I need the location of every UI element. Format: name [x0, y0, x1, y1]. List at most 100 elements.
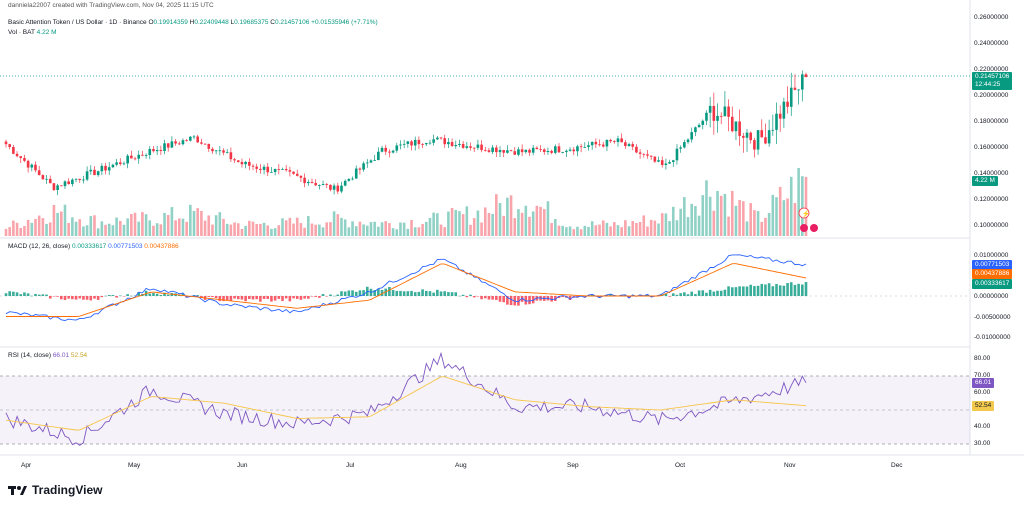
volume-bar: [8, 227, 11, 236]
candle-body: [369, 160, 373, 163]
volume-bar: [550, 223, 553, 236]
candle-body: [402, 143, 406, 145]
macd-histogram-bar: [421, 289, 424, 296]
countdown-label: 12:44:25: [975, 81, 1001, 88]
macd-histogram-bar: [624, 294, 627, 296]
volume-bar: [487, 212, 491, 236]
candle-body: [683, 142, 686, 148]
candle-body: [295, 173, 299, 176]
volume-bar: [332, 211, 336, 236]
volume-bar: [26, 219, 30, 236]
candle-body: [391, 150, 395, 153]
macd-histogram-bar: [303, 296, 306, 299]
macd-histogram-bar: [483, 296, 487, 299]
candle-body: [428, 142, 432, 144]
candle-body: [329, 184, 332, 190]
macd-histogram-bar: [281, 296, 284, 302]
macd-histogram-bar: [498, 296, 502, 302]
macd-histogram-bar: [107, 294, 111, 296]
macd-histogram-bar: [41, 294, 45, 296]
macd-histogram-bar: [730, 287, 734, 296]
candle-body: [262, 166, 266, 170]
macd-histogram-bar: [675, 294, 679, 296]
candle-body: [343, 180, 347, 186]
volume-bar: [321, 227, 325, 236]
symbol-title: Basic Attention Token / US Dollar · 1D ·…: [8, 19, 147, 26]
volume-bar: [686, 217, 690, 236]
volume-bar: [299, 223, 303, 236]
macd-histogram-bar: [207, 296, 211, 297]
candle-body: [203, 143, 207, 145]
macd-histogram-bar: [458, 295, 461, 297]
macd-histogram-bar: [554, 296, 557, 301]
macd-histogram-bar: [491, 296, 494, 300]
rsi-ma-line: [5, 376, 807, 431]
macd-histogram-bar: [701, 290, 705, 296]
volume-bar: [568, 226, 572, 236]
candle-body: [380, 147, 384, 152]
candle-body: [244, 161, 247, 165]
candle-body: [93, 169, 96, 176]
candle-body: [111, 164, 115, 168]
volume-bar: [233, 222, 236, 236]
candle-body: [332, 185, 336, 190]
candle-body: [174, 141, 177, 144]
candle-body: [616, 138, 620, 142]
volume-bar: [554, 219, 557, 236]
volume-bar: [701, 195, 705, 236]
candle-body: [373, 159, 376, 161]
macd-histogram-bar: [502, 296, 505, 303]
candle-body: [399, 144, 402, 146]
axis-tick-label: 0.22000000: [974, 66, 1009, 73]
volume-bar: [85, 225, 89, 236]
macd-histogram-bar: [181, 293, 185, 296]
candle-body: [270, 172, 273, 173]
volume-bar: [56, 212, 59, 236]
candle-body: [351, 178, 354, 180]
macd-histogram-bar: [520, 296, 524, 302]
axis-tick-label: 0.10000000: [974, 222, 1009, 229]
candle-body: [307, 181, 310, 184]
macd-histogram-bar: [469, 294, 472, 296]
axis-tick-label: 0.18000000: [974, 118, 1009, 125]
volume-bar: [465, 206, 469, 236]
macd-histogram-bar: [723, 289, 727, 296]
volume-bar: [130, 214, 133, 236]
candle-body: [601, 144, 605, 147]
candle-body: [465, 146, 469, 148]
candle-body: [439, 137, 443, 139]
candle-body: [568, 149, 572, 151]
axis-tick-label: 30.00: [974, 440, 991, 447]
candle-body: [646, 154, 649, 156]
macd-histogram-bar: [753, 286, 756, 296]
candle-body: [148, 148, 152, 156]
macd-histogram-bar: [133, 295, 137, 297]
macd-histogram-bar: [745, 286, 749, 296]
macd-histogram-bar: [329, 294, 332, 296]
rsi-value: 66.01: [52, 352, 70, 359]
candle-body: [782, 101, 786, 119]
volume-bar: [657, 223, 660, 236]
candle-body: [89, 169, 93, 172]
candle-body: [67, 181, 70, 185]
candle-body: [730, 116, 734, 132]
macd-histogram-bar: [222, 296, 225, 302]
axis-tick-label: 70.00: [974, 372, 991, 379]
month-label: Aug: [455, 462, 467, 469]
macd-histogram-bar: [8, 291, 11, 296]
candle-body: [229, 152, 233, 160]
macd-histogram-bar: [52, 296, 56, 297]
macd-histogram-bar: [789, 282, 793, 296]
volume-bar: [767, 212, 771, 236]
candle-body: [211, 148, 214, 152]
candle-body: [513, 151, 517, 155]
candle-body: [705, 112, 708, 121]
macd-histogram-bar: [742, 286, 745, 296]
tradingview-logo[interactable]: TradingView: [8, 483, 102, 497]
volume-bar: [203, 220, 207, 236]
candle-body: [550, 150, 553, 153]
volume-bar: [535, 205, 539, 236]
macd-histogram-bar: [288, 296, 292, 302]
candle-body: [583, 147, 587, 148]
